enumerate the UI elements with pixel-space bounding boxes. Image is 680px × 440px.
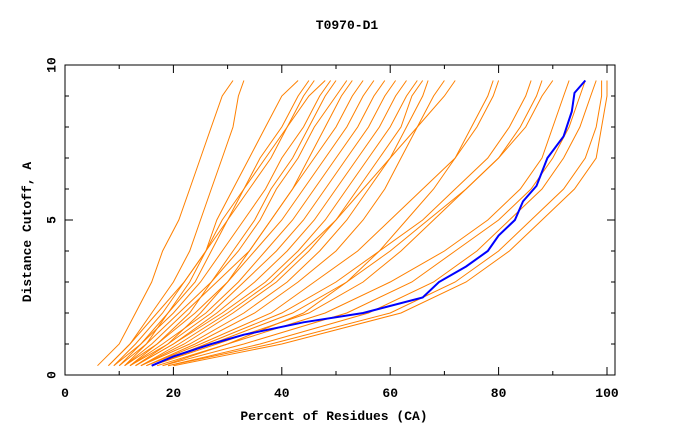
model-line-8 bbox=[124, 80, 375, 367]
model-line-22 bbox=[167, 80, 603, 367]
model-line-11 bbox=[135, 80, 407, 367]
model-line-26 bbox=[113, 80, 315, 367]
y-tick-label: 0 bbox=[44, 371, 59, 379]
model-line-24 bbox=[162, 80, 494, 367]
model-line-3 bbox=[108, 80, 299, 367]
model-line-23 bbox=[173, 80, 608, 367]
model-line-17 bbox=[151, 80, 532, 367]
model-line-20 bbox=[162, 80, 586, 367]
model-line-6 bbox=[118, 80, 348, 367]
x-tick-label: 0 bbox=[61, 386, 69, 401]
y-tick-label: 10 bbox=[44, 57, 59, 73]
model-line-5 bbox=[118, 80, 332, 367]
x-tick-label: 60 bbox=[382, 386, 398, 401]
model-line-1 bbox=[97, 80, 234, 367]
model-line-27 bbox=[140, 80, 456, 367]
model-line-9 bbox=[129, 80, 386, 367]
y-axis-label: Distance Cutoff, A bbox=[20, 162, 35, 303]
y-tick-label: 5 bbox=[44, 216, 59, 224]
model-line-12 bbox=[135, 80, 418, 367]
chart-title: T0970-D1 bbox=[316, 18, 379, 33]
model-line-21 bbox=[167, 80, 597, 367]
axis-ticks: 0 20 40 60 80 100 0 5 10 bbox=[44, 57, 618, 401]
x-tick-label: 20 bbox=[166, 386, 182, 401]
highlight-line bbox=[151, 79, 587, 367]
model-line-16 bbox=[146, 80, 500, 367]
x-tick-label: 40 bbox=[274, 386, 290, 401]
model-line-19 bbox=[156, 80, 570, 367]
model-line-15 bbox=[146, 80, 445, 367]
model-line-14 bbox=[140, 80, 429, 367]
model-line-10 bbox=[129, 80, 397, 367]
model-line-30 bbox=[135, 80, 353, 367]
x-tick-label: 80 bbox=[491, 386, 507, 401]
model-line-29 bbox=[124, 80, 326, 367]
model-line-28 bbox=[151, 80, 554, 367]
x-tick-label: 100 bbox=[595, 386, 619, 401]
model-line-2 bbox=[108, 80, 245, 367]
x-axis-label: Percent of Residues (CA) bbox=[240, 409, 427, 424]
model-line-25 bbox=[129, 80, 337, 367]
series-layer bbox=[97, 79, 608, 367]
